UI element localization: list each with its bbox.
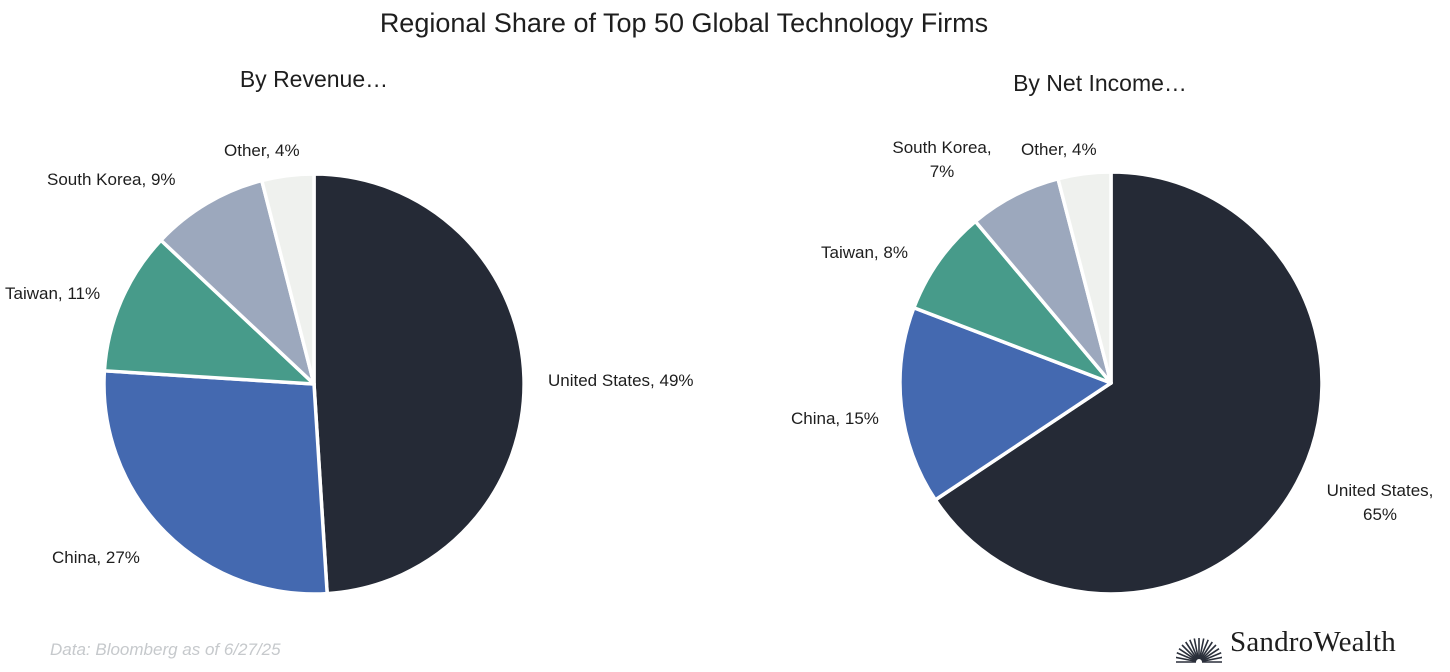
slice-label-united-states: United States, 49% (548, 371, 694, 390)
brand-name: SandroWealth (1230, 625, 1396, 658)
sunburst-logo-icon (1176, 638, 1222, 663)
slice-label-south-korea: South Korea, 9% (47, 170, 176, 189)
slice-label-taiwan: Taiwan, 11% (5, 284, 100, 303)
pie-slice-united-states (933, 170, 1324, 596)
revenue-pie-title: By Revenue… (240, 66, 388, 92)
pie-slice-other (1056, 170, 1113, 385)
slice-label-taiwan: Taiwan, 8% (821, 243, 908, 262)
source-note: Data: Bloomberg as of 6/27/25 (50, 640, 281, 659)
pie-slice-other (260, 172, 316, 386)
revenue-pie: United States, 49% China, 27% Taiwan, 11% S… (5, 141, 694, 596)
slice-label-china: China, 15% (791, 409, 879, 428)
pie-slice-taiwan (912, 219, 1113, 385)
chart-title: Regional Share of Top 50 Global Technolo… (380, 8, 988, 38)
net-income-pie-title: By Net Income… (1013, 70, 1187, 96)
slice-label-united-states: United States, 65% (1327, 481, 1434, 524)
pie-slice-south-korea (159, 178, 316, 386)
pie-slice-china (102, 369, 329, 596)
slice-label-other: Other, 4% (1021, 140, 1097, 159)
pie-slice-taiwan (102, 238, 316, 386)
pie-slice-united-states (312, 172, 526, 596)
slice-label-china: China, 27% (52, 548, 140, 567)
slice-label-south-korea: South Korea, 7% (892, 138, 991, 181)
net-income-pie: United States, 65% China, 15% Taiwan, 8% Sou… (791, 138, 1434, 596)
pie-slice-china (898, 305, 1113, 502)
sandrowealth-logo: SandroWealth (1176, 620, 1396, 664)
slice-label-other: Other, 4% (224, 141, 300, 160)
